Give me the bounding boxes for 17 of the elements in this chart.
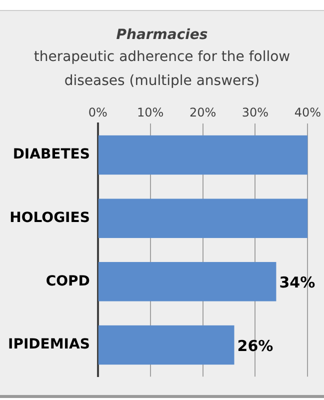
y-tick-label: DIABETES (12, 146, 90, 163)
chart-subtitle: therapeutic adherence for the follow diseases (multiple answers) (32, 48, 292, 91)
bar (98, 135, 308, 175)
bar (98, 198, 308, 238)
data-label: 26% (237, 336, 274, 355)
y-tick-label: COPD (46, 273, 90, 290)
chart-title: Pharmacies (115, 27, 209, 43)
x-tick-label: 10% (137, 105, 164, 120)
data-label: 34% (279, 274, 316, 292)
bar (98, 325, 234, 365)
x-tick-label: 20% (189, 105, 216, 120)
x-tick-label: 40% (294, 105, 321, 120)
bar (98, 262, 276, 302)
y-tick-label: HOLOGIES (10, 210, 90, 226)
x-tick-label: 0% (88, 105, 108, 120)
y-tick-label: IPIDEMIAS (8, 336, 90, 353)
x-tick-label: 30% (242, 105, 269, 120)
